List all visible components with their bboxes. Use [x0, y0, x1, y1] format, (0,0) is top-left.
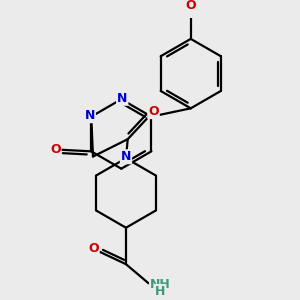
- Text: N: N: [121, 150, 131, 163]
- Text: O: O: [88, 242, 99, 255]
- Text: N: N: [85, 109, 95, 122]
- Text: O: O: [50, 143, 61, 156]
- Text: N: N: [117, 92, 128, 105]
- Text: O: O: [148, 105, 159, 118]
- Text: O: O: [185, 0, 196, 12]
- Text: NH: NH: [150, 278, 171, 291]
- Text: H: H: [155, 285, 165, 298]
